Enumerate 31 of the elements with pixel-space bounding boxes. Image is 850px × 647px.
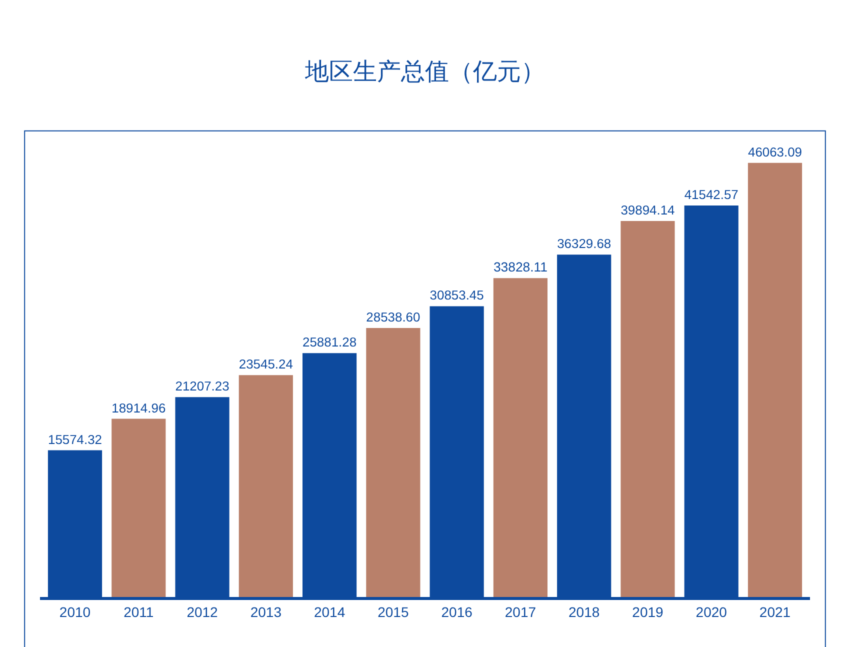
data-label: 21207.23 <box>175 378 230 394</box>
x-tick-label: 2017 <box>504 604 536 620</box>
data-label: 39894.14 <box>620 202 675 218</box>
chart-title: 地区生产总值（亿元） <box>304 58 545 86</box>
data-label: 36329.68 <box>557 236 612 252</box>
data-label: 30853.45 <box>430 288 484 303</box>
data-label: 15574.32 <box>48 432 102 447</box>
x-tick-label: 2015 <box>378 604 409 620</box>
data-label: 23545.24 <box>238 356 293 372</box>
bar <box>493 278 548 597</box>
x-tick-label: 2021 <box>759 604 791 620</box>
data-label: 33828.11 <box>493 260 548 275</box>
x-tick-label: 2012 <box>186 604 218 620</box>
bar <box>238 375 293 597</box>
x-tick-label: 2011 <box>124 604 154 620</box>
data-label: 41542.57 <box>684 187 738 202</box>
bar <box>620 220 675 597</box>
x-tick-label: 2014 <box>314 604 346 620</box>
data-label: 25881.28 <box>302 334 357 350</box>
x-tick-label: 2019 <box>632 604 664 620</box>
x-tick-label: 2016 <box>441 604 473 620</box>
bar <box>748 162 802 597</box>
x-tick-label: 2013 <box>250 604 282 620</box>
bar <box>112 418 166 597</box>
data-label: 28538.60 <box>366 310 420 325</box>
x-tick-label: 2020 <box>696 604 728 620</box>
data-label: 46063.09 <box>748 144 802 160</box>
x-tick-label: 2018 <box>568 604 600 620</box>
data-label: 18914.96 <box>112 400 166 416</box>
x-tick-label: 2010 <box>59 604 91 620</box>
bar <box>366 328 420 597</box>
